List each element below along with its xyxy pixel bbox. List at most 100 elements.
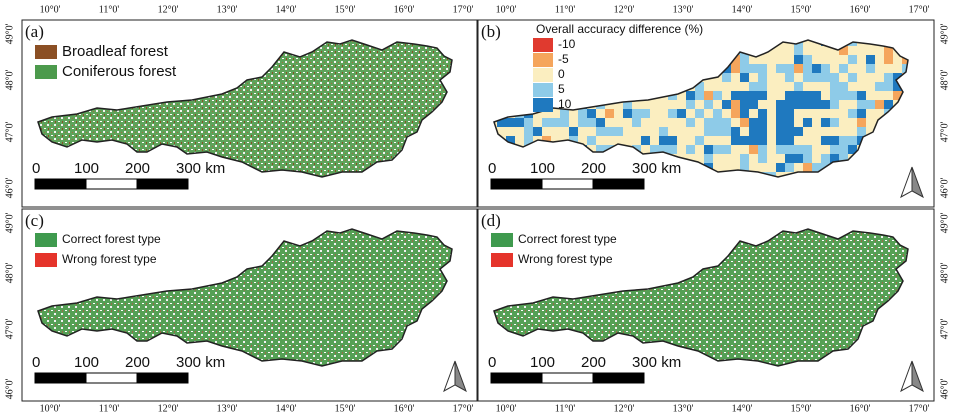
longitude-label: 16°0' bbox=[850, 4, 871, 15]
cell bbox=[731, 82, 740, 91]
cell bbox=[569, 127, 578, 136]
cell bbox=[632, 136, 641, 145]
cell bbox=[767, 172, 776, 177]
cell bbox=[758, 55, 767, 64]
cell bbox=[614, 118, 623, 127]
colorbar-label: -5 bbox=[558, 52, 569, 66]
cell bbox=[659, 127, 668, 136]
cell bbox=[902, 55, 908, 64]
cell bbox=[821, 100, 830, 109]
cell bbox=[668, 136, 677, 145]
cell bbox=[767, 91, 776, 100]
cell bbox=[812, 82, 821, 91]
cell bbox=[632, 109, 641, 118]
cell bbox=[893, 64, 902, 73]
cell bbox=[839, 55, 848, 64]
cell bbox=[623, 100, 632, 109]
cell bbox=[722, 73, 731, 82]
cell bbox=[695, 145, 704, 154]
scale-label: 200 bbox=[581, 354, 606, 371]
cell bbox=[704, 118, 713, 127]
cell bbox=[542, 109, 551, 118]
cell bbox=[731, 154, 740, 163]
cell bbox=[812, 127, 821, 136]
cell bbox=[776, 82, 785, 91]
latitude-label: 49°0' bbox=[939, 212, 950, 233]
legend-label: Coniferous forest bbox=[62, 63, 177, 80]
cell bbox=[740, 136, 749, 145]
cell bbox=[830, 46, 839, 55]
cell bbox=[821, 109, 830, 118]
north-arrow bbox=[911, 166, 924, 199]
cell bbox=[740, 100, 749, 109]
cell bbox=[830, 55, 839, 64]
scale-segment bbox=[34, 372, 87, 384]
cell bbox=[875, 55, 884, 64]
cell bbox=[758, 154, 767, 163]
cell bbox=[740, 118, 749, 127]
colorbar-cell bbox=[533, 38, 553, 52]
scale-label: 300 km bbox=[632, 160, 681, 177]
cell bbox=[839, 64, 848, 73]
cell bbox=[830, 127, 839, 136]
longitude-label: 11°0' bbox=[555, 403, 576, 414]
cell bbox=[515, 136, 524, 145]
cell bbox=[857, 64, 866, 73]
cell bbox=[686, 109, 695, 118]
scale-label: 300 km bbox=[632, 354, 681, 371]
cell bbox=[551, 118, 560, 127]
cell bbox=[623, 118, 632, 127]
cell bbox=[776, 163, 785, 172]
cell bbox=[704, 145, 713, 154]
cell bbox=[587, 127, 596, 136]
cell bbox=[830, 64, 839, 73]
cell bbox=[848, 136, 857, 145]
cell bbox=[821, 118, 830, 127]
cell bbox=[749, 100, 758, 109]
cell bbox=[767, 154, 776, 163]
colorbar-label: 5 bbox=[558, 82, 565, 96]
cell bbox=[578, 118, 587, 127]
scale-segment bbox=[592, 372, 645, 384]
cell bbox=[803, 145, 812, 154]
cell bbox=[803, 163, 812, 172]
latitude-label: 49°0' bbox=[4, 23, 15, 44]
cell bbox=[821, 64, 830, 73]
cell bbox=[857, 127, 866, 136]
cell bbox=[884, 82, 893, 91]
cell bbox=[551, 109, 560, 118]
cell bbox=[812, 91, 821, 100]
cell bbox=[794, 154, 803, 163]
cell bbox=[893, 91, 902, 100]
cell bbox=[776, 136, 785, 145]
cell bbox=[866, 91, 875, 100]
panel-label: (a) bbox=[25, 22, 44, 41]
cell bbox=[839, 154, 848, 163]
latitude-label: 46°0' bbox=[939, 378, 950, 399]
cell bbox=[821, 136, 830, 145]
colorbar-cell bbox=[533, 68, 553, 82]
cell bbox=[605, 118, 614, 127]
cell bbox=[713, 109, 722, 118]
cell bbox=[803, 109, 812, 118]
cell bbox=[533, 127, 542, 136]
panel-label: (b) bbox=[481, 22, 501, 41]
cell bbox=[713, 127, 722, 136]
cell bbox=[740, 55, 749, 64]
cell bbox=[668, 145, 677, 154]
cell bbox=[494, 118, 497, 127]
cell bbox=[794, 145, 803, 154]
cell bbox=[812, 154, 821, 163]
cell bbox=[839, 82, 848, 91]
cell bbox=[578, 127, 587, 136]
cell bbox=[731, 163, 740, 172]
cell bbox=[785, 109, 794, 118]
cell bbox=[740, 145, 749, 154]
colorbar-cell bbox=[533, 98, 553, 112]
cell bbox=[722, 145, 731, 154]
cell bbox=[785, 127, 794, 136]
longitude-label: 10°0' bbox=[496, 403, 517, 414]
cell bbox=[731, 73, 740, 82]
cell bbox=[659, 109, 668, 118]
cell bbox=[677, 91, 686, 100]
